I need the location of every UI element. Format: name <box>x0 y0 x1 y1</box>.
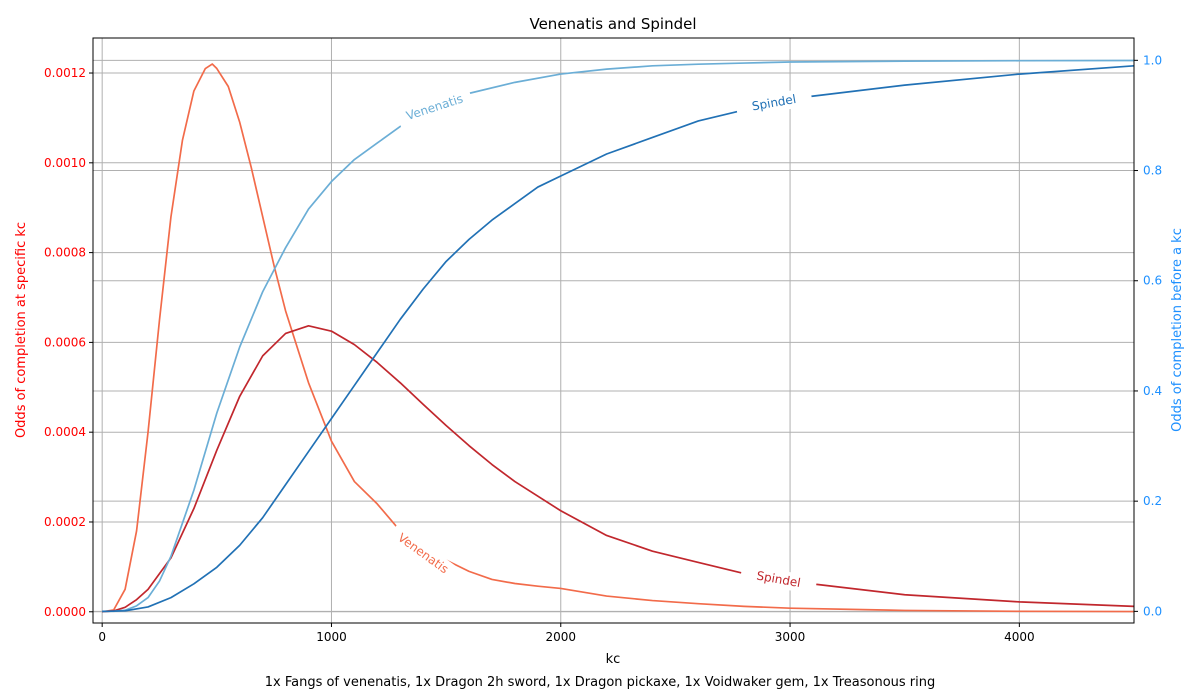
y-axis-left: 0.0000 0.0002 0.0004 0.0006 0.0008 0.0010 0.00… <box>44 66 93 619</box>
curve-label-background <box>739 563 818 595</box>
y-right-tick-label: 1.0 <box>1143 53 1162 67</box>
y-left-tick-label: 0.0010 <box>44 156 86 170</box>
y-right-tick-label: 0.6 <box>1143 274 1162 288</box>
y-axis-left-label: Odds of completion at specific kc <box>14 222 29 438</box>
x-axis-label: kc <box>606 652 621 667</box>
curve-label-background <box>387 523 460 584</box>
y-left-tick-label: 0.0006 <box>44 335 86 349</box>
y-left-tick-label: 0.0008 <box>44 246 86 260</box>
x-tick-label: 0 <box>98 630 106 644</box>
footnote: 1x Fangs of venenatis, 1x Dragon 2h swor… <box>265 675 936 690</box>
curve-label-group: Spindel <box>735 87 813 119</box>
curve-label-group: Spindel <box>739 563 818 595</box>
y-right-tick-label: 0.2 <box>1143 494 1162 508</box>
y-right-tick-label: 0.0 <box>1143 604 1162 618</box>
x-tick-label: 3000 <box>775 630 806 644</box>
y-axis-right: 0.0 0.2 0.4 0.6 0.8 1.0 <box>1134 53 1162 618</box>
y-axis-right-label: Odds of completion before a kc <box>1170 228 1185 432</box>
venenatis-cdf-line <box>102 59 1135 613</box>
y-left-tick-label: 0.0004 <box>44 425 86 439</box>
x-tick-label: 2000 <box>545 630 576 644</box>
chart-title: Venenatis and Spindel <box>529 15 696 33</box>
grid <box>93 38 1134 623</box>
y-left-tick-label: 0.0002 <box>44 515 86 529</box>
x-tick-label: 1000 <box>316 630 347 644</box>
y-left-tick-label: 0.0000 <box>44 605 86 619</box>
y-right-tick-label: 0.4 <box>1143 384 1162 398</box>
venenatis-pdf-line <box>102 63 1135 613</box>
plot-frame <box>92 37 1135 624</box>
x-axis: 0 1000 2000 3000 4000 <box>98 623 1035 644</box>
curve-label-background <box>735 87 813 119</box>
curve-label-background <box>395 86 474 128</box>
x-tick-label: 4000 <box>1004 630 1035 644</box>
y-left-tick-label: 0.0012 <box>44 66 86 80</box>
y-right-tick-label: 0.8 <box>1143 164 1162 178</box>
